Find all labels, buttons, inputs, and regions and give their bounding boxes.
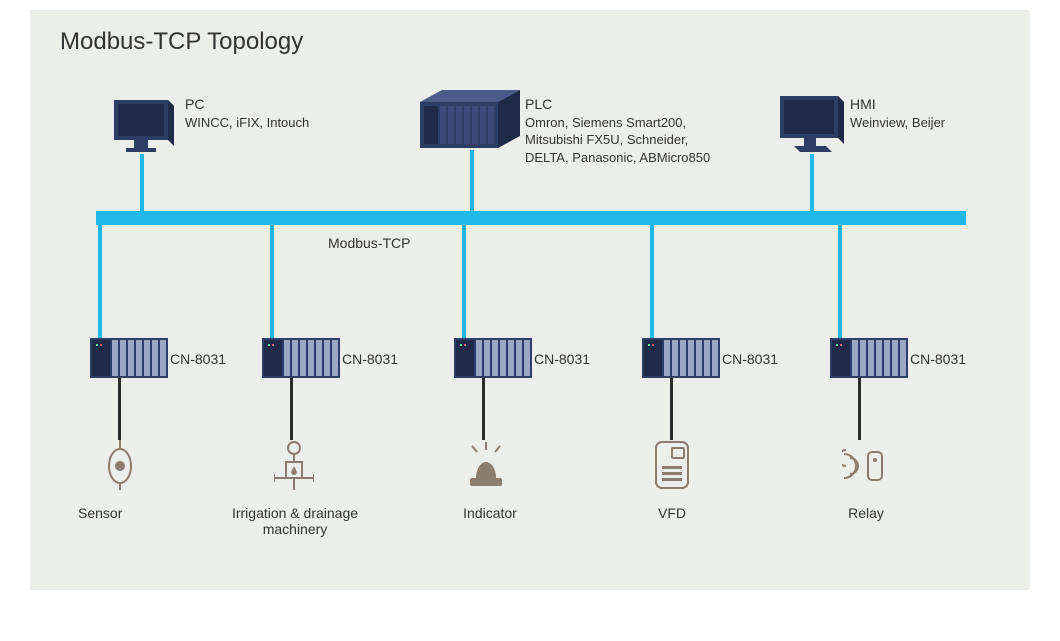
module-connector-4 <box>838 225 842 343</box>
field-label-1: Irrigation & drainage machinery <box>220 505 370 537</box>
module-icon-3 <box>642 338 720 378</box>
field-connector-4 <box>858 378 861 440</box>
bus-label: Modbus-TCP <box>328 235 410 251</box>
sensor-icon <box>102 440 138 490</box>
module-connector-1 <box>270 225 274 343</box>
pc-name: PC <box>185 95 309 114</box>
module-connector-0 <box>98 225 102 343</box>
module-label-0: CN-8031 <box>170 351 226 367</box>
pc-label: PC WINCC, iFIX, Intouch <box>185 95 309 131</box>
plc-label: PLC Omron, Siemens Smart200, Mitsubishi … <box>525 95 745 167</box>
module-label-4: CN-8031 <box>910 351 966 367</box>
field-connector-3 <box>670 378 673 440</box>
bus-bar <box>96 211 966 225</box>
indicator-icon <box>466 442 506 488</box>
field-connector-2 <box>482 378 485 440</box>
module-icon-1 <box>262 338 340 378</box>
pc-sub: WINCC, iFIX, Intouch <box>185 114 309 132</box>
module-label-3: CN-8031 <box>722 351 778 367</box>
plc-name: PLC <box>525 95 745 114</box>
field-connector-1 <box>290 378 293 440</box>
hmi-label: HMI Weinview, Beijer <box>850 95 945 131</box>
pc-icon <box>108 96 174 156</box>
hmi-icon <box>776 94 844 156</box>
pc-connector <box>140 154 144 212</box>
vfd-icon <box>654 440 690 490</box>
hmi-name: HMI <box>850 95 945 114</box>
relay-icon <box>842 446 886 486</box>
plc-connector <box>470 150 474 212</box>
module-label-2: CN-8031 <box>534 351 590 367</box>
plc-sub: Omron, Siemens Smart200, Mitsubishi FX5U… <box>525 114 745 167</box>
diagram-title: Modbus-TCP Topology <box>60 28 303 56</box>
hmi-connector <box>810 154 814 212</box>
field-label-4: Relay <box>836 505 896 521</box>
field-label-2: Indicator <box>450 505 530 521</box>
module-connector-3 <box>650 225 654 343</box>
valve-icon <box>274 440 314 490</box>
plc-icon <box>420 90 520 154</box>
module-icon-4 <box>830 338 908 378</box>
module-icon-0 <box>90 338 168 378</box>
module-connector-2 <box>462 225 466 343</box>
module-label-1: CN-8031 <box>342 351 398 367</box>
field-label-3: VFD <box>642 505 702 521</box>
module-icon-2 <box>454 338 532 378</box>
field-connector-0 <box>118 378 121 440</box>
field-label-0: Sensor <box>78 505 168 521</box>
hmi-sub: Weinview, Beijer <box>850 114 945 132</box>
topology-diagram: Modbus-TCP Topology PC WINCC, iFIX, Into… <box>30 10 1030 590</box>
